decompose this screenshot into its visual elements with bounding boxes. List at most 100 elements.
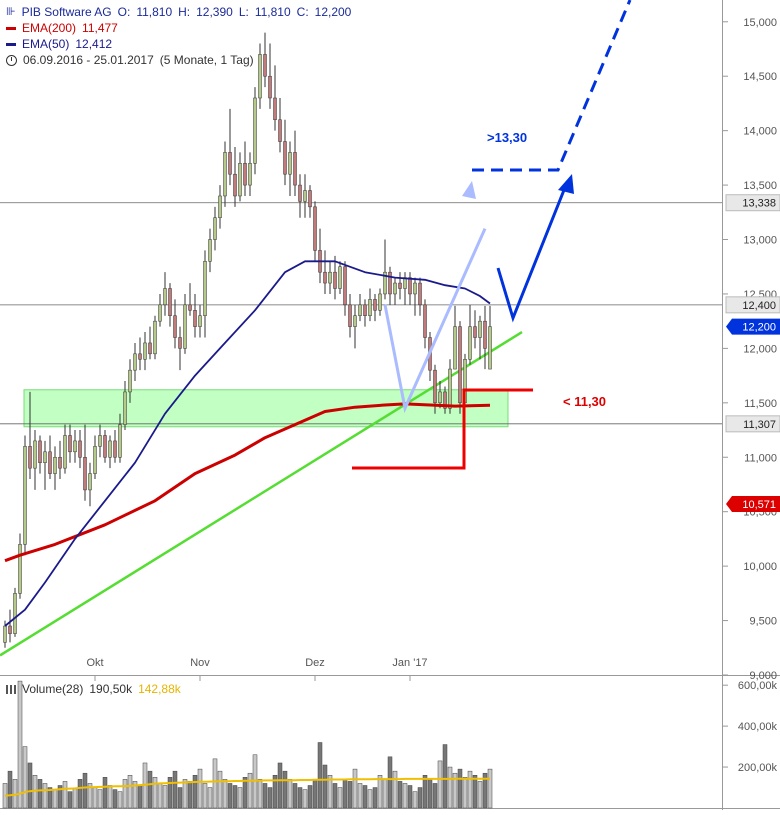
volume-bar — [247, 772, 253, 809]
candle-body — [108, 440, 112, 458]
volume-bar — [272, 775, 278, 809]
candle-body — [313, 206, 317, 251]
volume-bar — [202, 783, 208, 809]
volume-bar — [312, 779, 318, 809]
candle-body — [283, 141, 287, 175]
candle-body — [103, 435, 107, 458]
volume-bar — [487, 768, 493, 809]
volume-bar — [357, 783, 363, 809]
volume-bar — [222, 779, 228, 809]
ema200-swatch — [6, 26, 16, 30]
candle-body — [168, 288, 172, 316]
trend-line — [0, 330, 523, 657]
volume-bar — [407, 785, 413, 809]
candle-body — [308, 190, 312, 208]
volume-tick-label: 200,00k — [738, 762, 778, 774]
candle-body — [158, 304, 162, 322]
candle-body — [278, 119, 282, 142]
volume-bar — [447, 766, 453, 809]
candle-body — [63, 435, 67, 469]
candle-body — [353, 315, 357, 327]
candle-body — [188, 304, 192, 311]
volume-label: Volume(28) — [22, 682, 84, 696]
stop-annotation: < 11,30 — [563, 394, 606, 409]
y-tick-label: 9,000 — [749, 670, 777, 682]
volume-tick-label: 600,00k — [738, 680, 778, 692]
volume-bar — [167, 777, 173, 809]
candle-body — [453, 326, 457, 370]
ema200-line — [4, 402, 491, 563]
candle-body — [478, 320, 482, 338]
volume-bar — [462, 777, 468, 809]
legend-instrument-row: ⊪ PIB Software AG O: 11,810 H: 12,390 L: 11… — [6, 4, 351, 20]
volume-bar — [187, 781, 193, 809]
y-tick-label: 11,500 — [744, 398, 777, 410]
stop-line — [352, 388, 533, 470]
candle-body — [233, 173, 237, 197]
volume-bar — [387, 756, 393, 809]
low-label: L: — [238, 5, 249, 19]
open-value: 11,810 — [136, 5, 173, 19]
volume-bar — [42, 783, 48, 809]
volume-average-line — [4, 777, 490, 797]
volume-bar — [192, 775, 198, 809]
volume-bar — [362, 785, 368, 809]
candle-body — [78, 440, 82, 458]
candle-body — [38, 440, 42, 463]
candle-body — [468, 326, 472, 360]
price-badge — [726, 495, 780, 512]
volume-bar — [117, 791, 123, 809]
candle-body — [173, 315, 177, 338]
candle-body — [208, 239, 212, 262]
volume-bar — [87, 783, 93, 809]
candle-body — [393, 282, 397, 295]
ema200-value: 11,477 — [82, 21, 118, 35]
legend-ema200-row: EMA(200) 11,477 — [6, 20, 351, 36]
candle-body — [358, 304, 362, 316]
close-label: C: — [296, 5, 309, 19]
volume-bar — [152, 777, 158, 809]
volume-bar — [147, 770, 153, 809]
level-badge — [725, 194, 780, 212]
target-dashed-line — [472, 0, 632, 172]
candle-body — [423, 304, 427, 338]
volume-bar — [477, 781, 483, 809]
candle-body — [223, 152, 227, 197]
candle-body — [213, 217, 217, 240]
volume-bar — [97, 789, 103, 809]
volume-bar — [7, 770, 13, 809]
candle-body — [443, 391, 447, 409]
volume-bar — [207, 787, 213, 809]
volume-bar — [242, 777, 248, 809]
candle-body — [218, 195, 222, 218]
volume-bar — [57, 785, 63, 809]
candle-body — [408, 277, 412, 295]
volume-bar — [132, 781, 138, 809]
y-tick-label: 9,500 — [749, 616, 777, 628]
candle-body — [483, 320, 487, 349]
candle-body — [13, 593, 17, 634]
candle-body — [288, 152, 292, 175]
candle-body — [378, 293, 382, 311]
volume-bar — [427, 779, 433, 809]
target-arrow — [496, 184, 568, 323]
volume-bar — [412, 791, 418, 809]
candle-body — [338, 266, 342, 289]
volume-bar — [182, 779, 188, 809]
volume-bar — [467, 770, 473, 809]
volume-bar — [422, 775, 428, 809]
candle-body — [388, 271, 392, 295]
candle-body — [473, 326, 477, 338]
volume-bar — [307, 785, 313, 809]
candle-body — [48, 451, 52, 474]
ema50-line — [4, 260, 491, 627]
candle-body — [488, 326, 492, 370]
target-arrow-head — [558, 174, 574, 194]
candle-body — [43, 451, 47, 463]
volume-legend: Volume(28) 190,50k 142,88k — [6, 682, 181, 696]
low-value: 11,810 — [254, 5, 291, 19]
volume-value: 190,50k — [89, 682, 133, 696]
y-tick-label: 11,000 — [744, 452, 777, 464]
